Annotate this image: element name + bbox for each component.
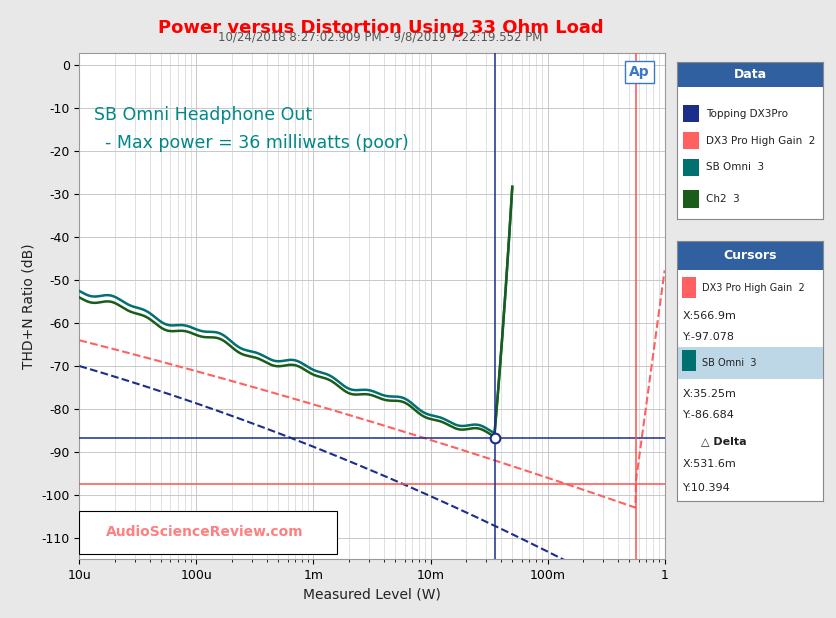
FancyBboxPatch shape	[677, 62, 823, 87]
Text: DX3 Pro High Gain  2: DX3 Pro High Gain 2	[706, 135, 816, 146]
FancyBboxPatch shape	[683, 159, 699, 176]
FancyBboxPatch shape	[681, 277, 696, 298]
FancyBboxPatch shape	[681, 350, 696, 371]
FancyBboxPatch shape	[683, 190, 699, 208]
Text: X:35.25m: X:35.25m	[683, 389, 737, 399]
Text: Topping DX3Pro: Topping DX3Pro	[706, 109, 788, 119]
Text: - Max power = 36 milliwatts (poor): - Max power = 36 milliwatts (poor)	[94, 133, 409, 151]
Text: DX3 Pro High Gain  2: DX3 Pro High Gain 2	[702, 283, 805, 293]
Text: SB Omni Headphone Out: SB Omni Headphone Out	[94, 106, 312, 124]
Text: X:531.6m: X:531.6m	[683, 459, 737, 469]
X-axis label: Measured Level (W): Measured Level (W)	[303, 588, 441, 601]
Text: Y:-86.684: Y:-86.684	[683, 410, 735, 420]
Text: Cursors: Cursors	[724, 249, 777, 262]
Y-axis label: THD+N Ratio (dB): THD+N Ratio (dB)	[22, 243, 36, 369]
Text: SB Omni  3: SB Omni 3	[706, 163, 765, 172]
Text: Y:-97.078: Y:-97.078	[683, 332, 735, 342]
Text: △ Delta: △ Delta	[701, 436, 747, 446]
Text: Power versus Distortion Using 33 Ohm Load: Power versus Distortion Using 33 Ohm Loa…	[157, 19, 604, 36]
Text: Y:10.394: Y:10.394	[683, 483, 731, 493]
Text: Ch2  3: Ch2 3	[706, 194, 740, 204]
FancyBboxPatch shape	[677, 347, 823, 379]
Text: SB Omni  3: SB Omni 3	[702, 358, 757, 368]
FancyBboxPatch shape	[677, 241, 823, 269]
Text: X:566.9m: X:566.9m	[683, 311, 737, 321]
FancyBboxPatch shape	[79, 511, 337, 554]
FancyBboxPatch shape	[683, 132, 699, 150]
Text: Ap: Ap	[630, 65, 650, 78]
Text: Data: Data	[734, 68, 767, 81]
FancyBboxPatch shape	[683, 105, 699, 122]
Text: AudioScienceReview.com: AudioScienceReview.com	[106, 525, 304, 540]
Text: 10/24/2018 8:27:02.909 PM - 9/8/2019 7:22:19.552 PM: 10/24/2018 8:27:02.909 PM - 9/8/2019 7:2…	[218, 31, 543, 44]
